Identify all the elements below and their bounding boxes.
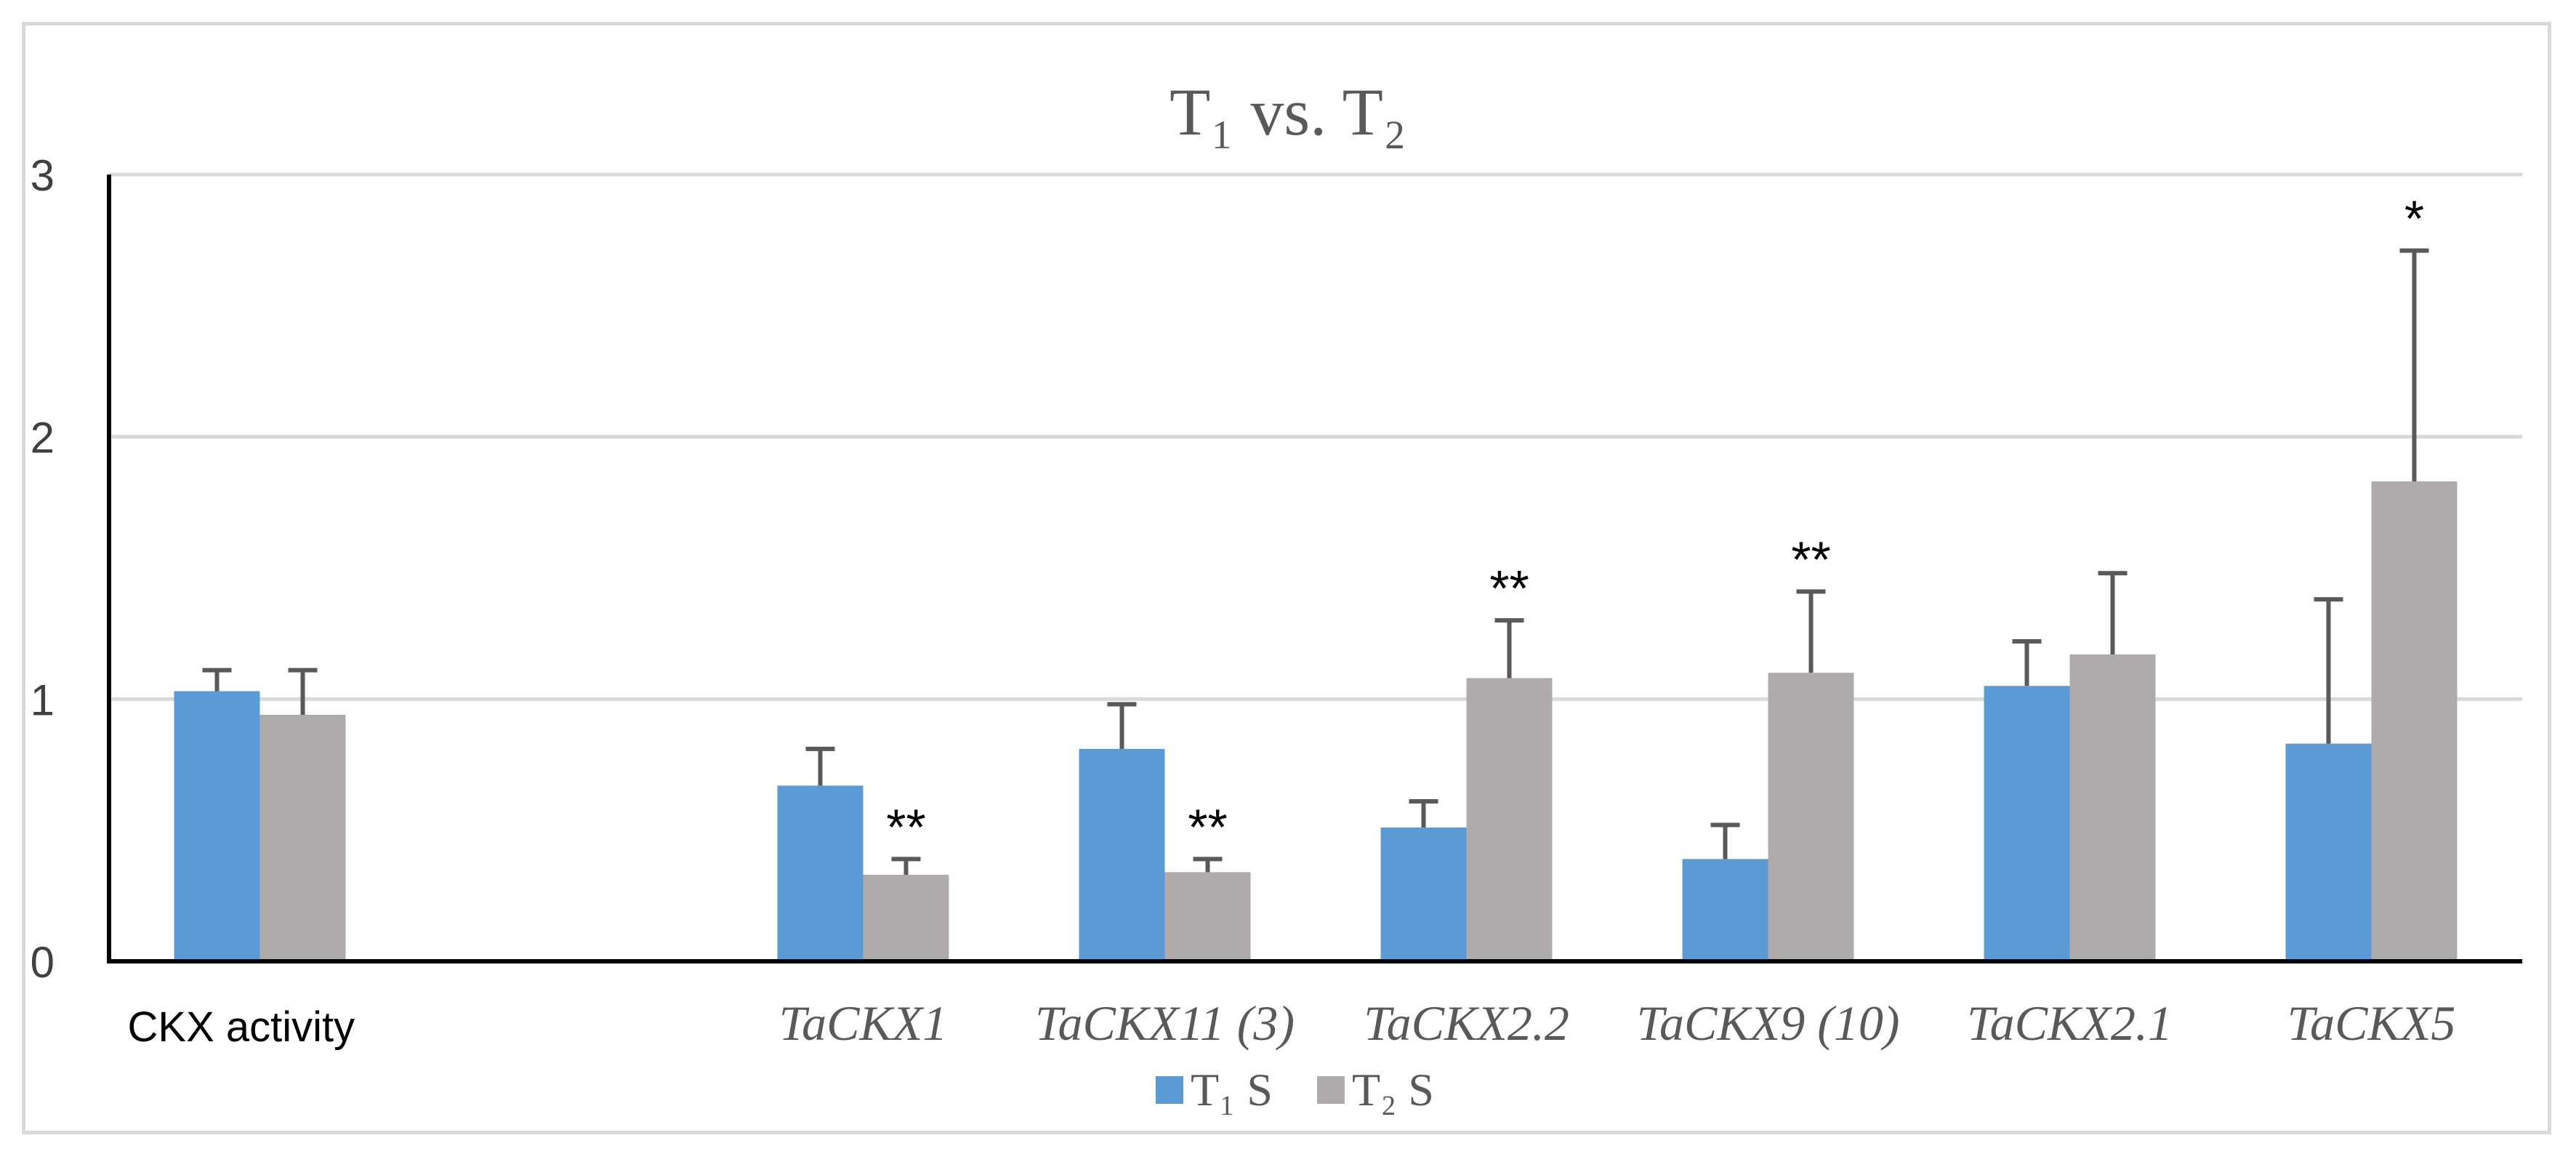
bar-t2[interactable] (1768, 673, 1854, 961)
legend-label: T₂ S (1352, 1064, 1434, 1115)
legend-label: T₁ S (1191, 1064, 1273, 1115)
significance-marker: ** (1188, 798, 1227, 855)
x-tick-label: TaCKX2.1 (1967, 995, 2173, 1051)
gridlines (109, 172, 2522, 701)
bar-t1[interactable] (777, 785, 864, 961)
legend-swatch (1317, 1076, 1345, 1104)
bar-t2[interactable] (259, 714, 346, 961)
y-tick-label: 2 (31, 414, 55, 462)
bar-t1[interactable] (2285, 743, 2372, 961)
bar-t1[interactable] (1682, 859, 1768, 961)
y-tick-label: 0 (31, 938, 55, 987)
x-tick-label: TaCKX5 (2287, 995, 2456, 1051)
x-tick-label: TaCKX1 (779, 995, 948, 1051)
significance-marker: ** (1791, 531, 1830, 588)
bar-t1[interactable] (1079, 748, 1165, 961)
bar-t2[interactable] (1466, 678, 1553, 961)
y-tick-label: 3 (31, 151, 55, 200)
y-tick-labels: 0 1 2 3 (31, 151, 55, 987)
bar-t2[interactable] (1164, 872, 1251, 961)
chart-title: T₁ vs. T₂ (1170, 75, 1406, 149)
x-tick-label: CKX activity (128, 1003, 355, 1051)
x-tick-labels: CKX activity TaCKX1 TaCKX11 (3) TaCKX2.2 TaC… (128, 995, 2456, 1051)
significance-marker: * (2404, 191, 2424, 247)
legend-item-t2[interactable]: T₂ S (1317, 1064, 1434, 1115)
bars (174, 481, 2458, 961)
axes (107, 175, 2522, 963)
bar-t2[interactable] (863, 874, 949, 961)
bar-t2[interactable] (2371, 481, 2458, 961)
significance-marker: ** (1489, 560, 1529, 617)
bar-t1[interactable] (174, 691, 260, 961)
significance-annotations: ** ******* (886, 191, 2424, 856)
y-tick-label: 1 (31, 676, 55, 724)
legend-item-t1[interactable]: T₁ S (1156, 1064, 1273, 1115)
significance-marker: ** (886, 798, 925, 855)
legend[interactable]: T₁ S T₂ S (1156, 1064, 1434, 1115)
x-tick-label: TaCKX2.2 (1364, 995, 1569, 1051)
bar-t1[interactable] (1984, 686, 2070, 961)
bar-t2[interactable] (2069, 654, 2156, 961)
x-tick-label: TaCKX9 (10) (1636, 995, 1899, 1051)
error-bars (202, 248, 2429, 875)
bar-t1[interactable] (1380, 828, 1467, 961)
x-tick-label: TaCKX11 (3) (1035, 995, 1295, 1051)
legend-swatch (1156, 1076, 1183, 1104)
